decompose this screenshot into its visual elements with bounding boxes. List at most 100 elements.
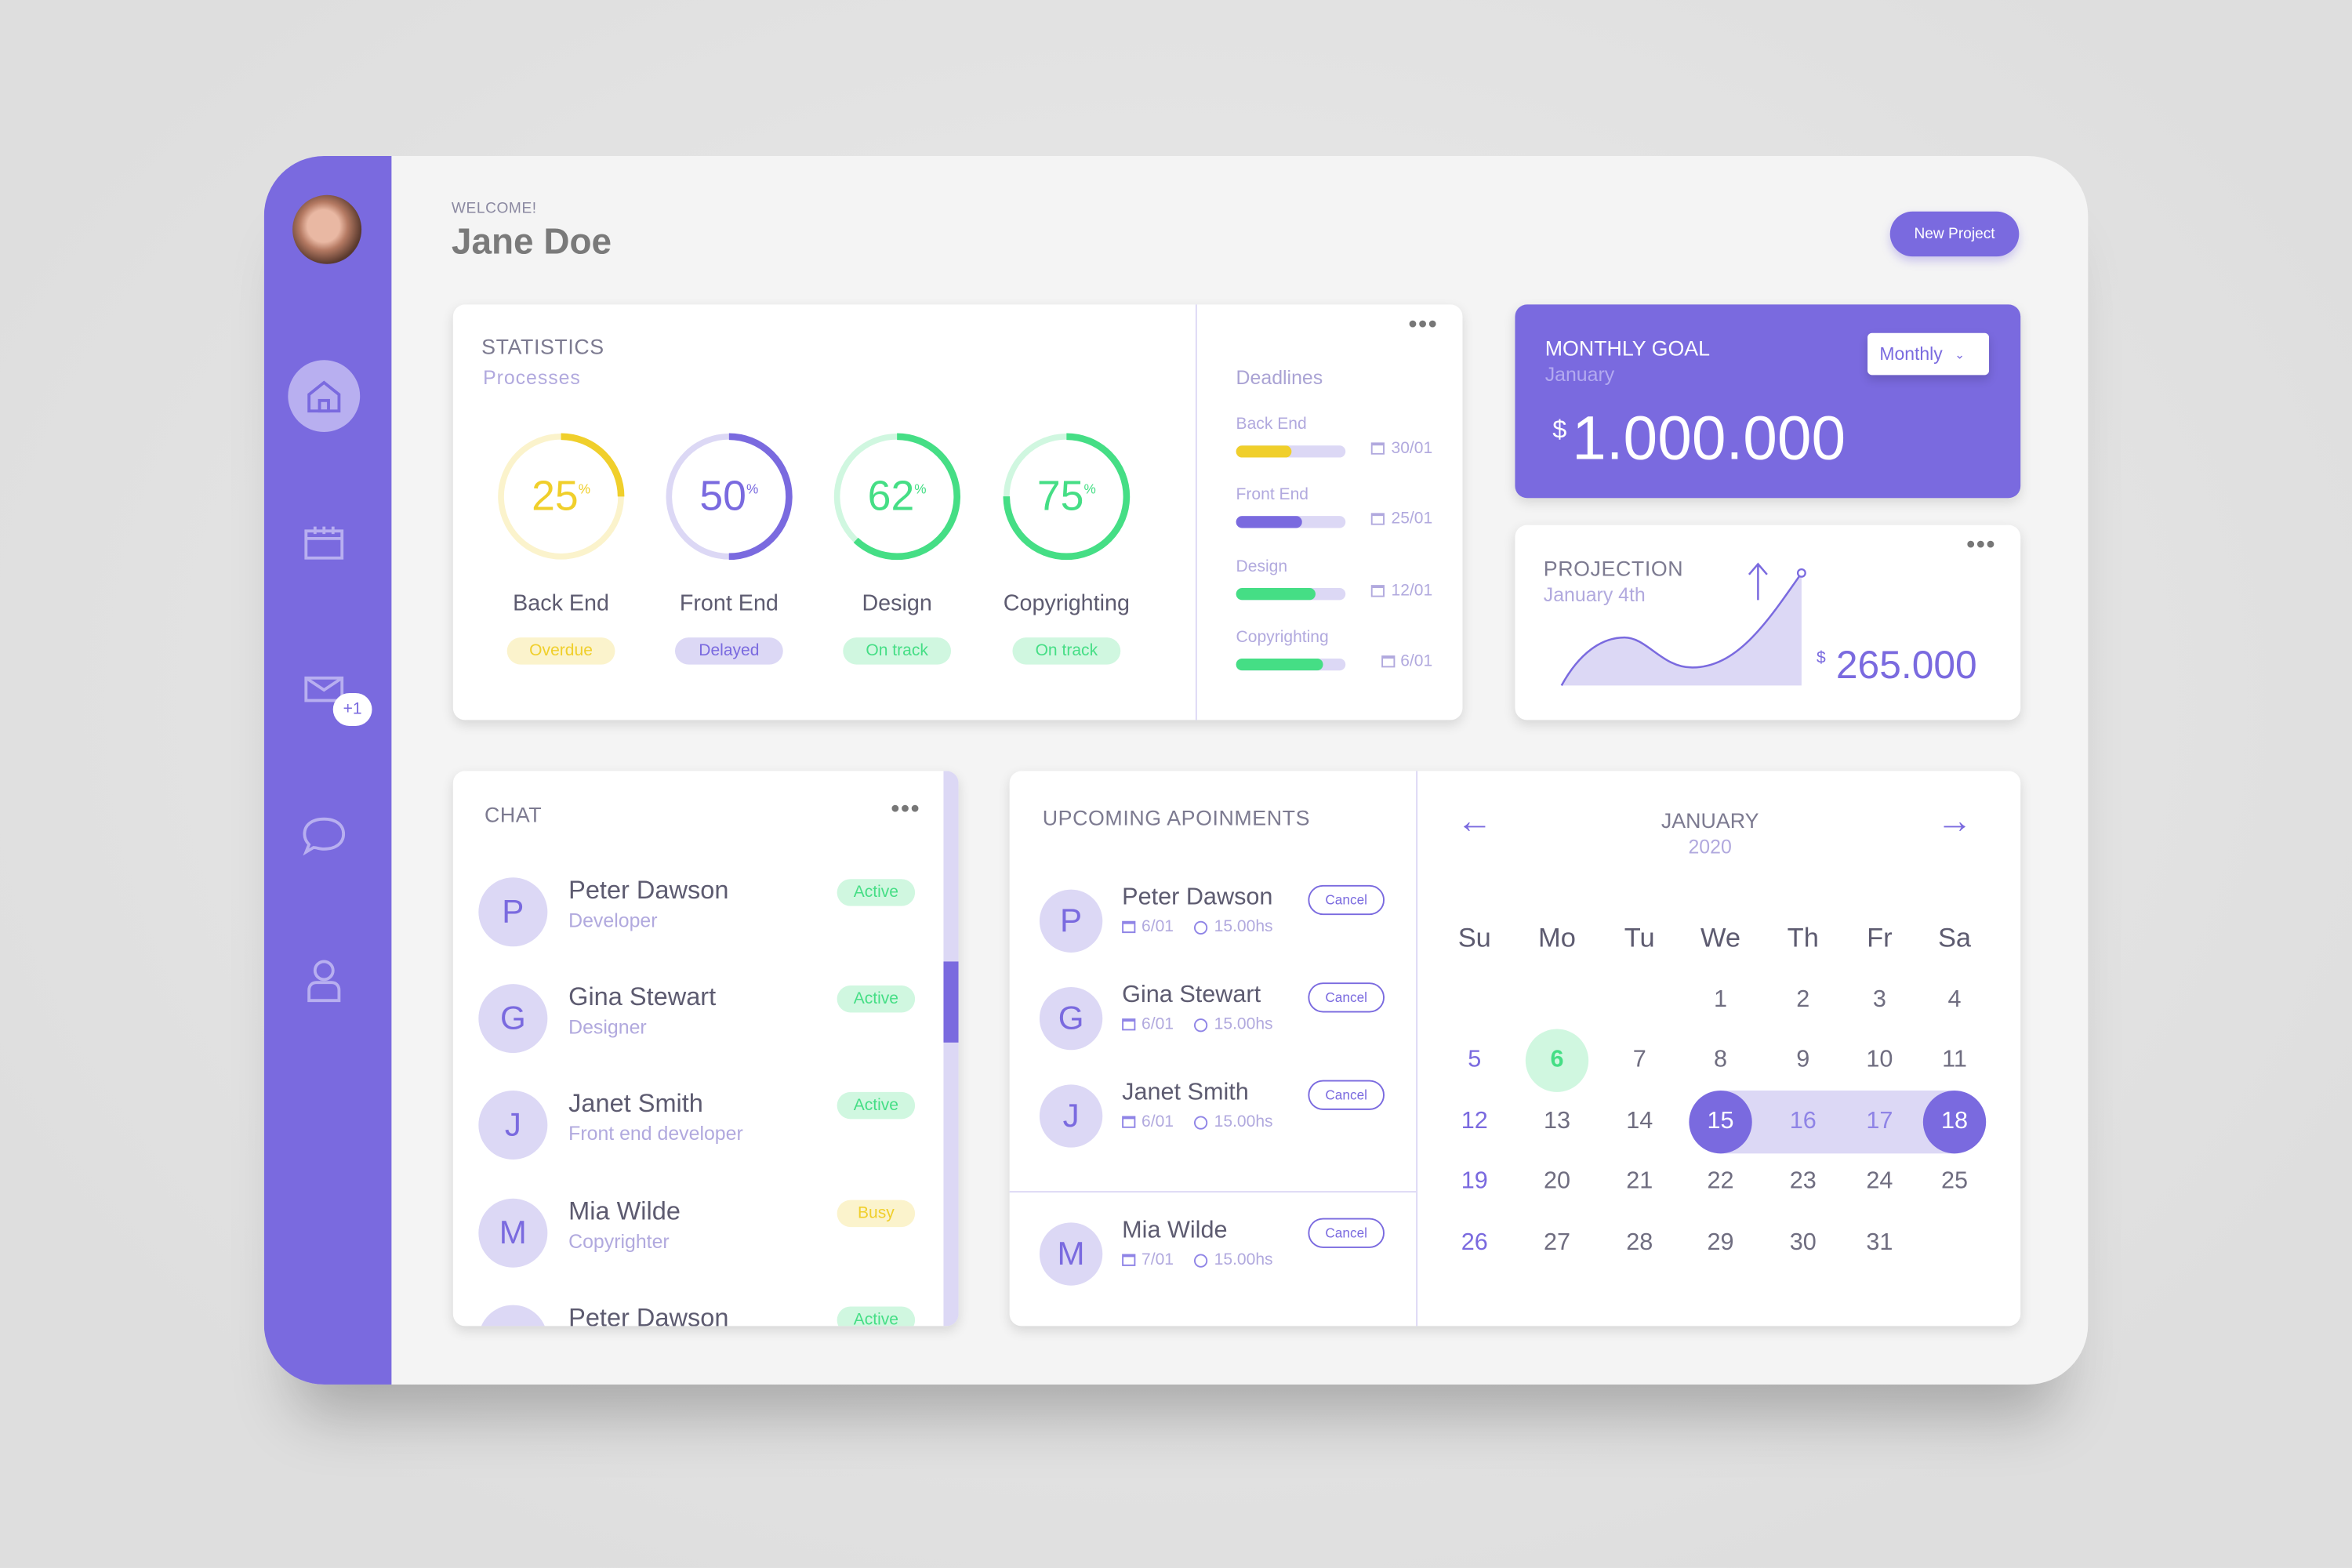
calendar-icon <box>1381 655 1395 668</box>
calendar-day[interactable]: 1 <box>1714 986 1728 1013</box>
chat-list-item[interactable]: P Peter Dawson Active <box>453 1294 933 1327</box>
weekday-header: Su <box>1457 922 1491 953</box>
appointment-meta: 6/01 15.00hs <box>1122 1015 1273 1034</box>
appointment-time: 15.00hs <box>1214 1112 1273 1131</box>
calendar-day[interactable]: 18 <box>1922 1090 1987 1154</box>
deadline-progress-bar <box>1236 445 1346 458</box>
calendar-day[interactable]: 16 <box>1789 1108 1817 1134</box>
calendar-day[interactable]: 9 <box>1796 1047 1810 1073</box>
weekday-header: Fr <box>1867 922 1893 953</box>
sidebar-item-home[interactable] <box>288 360 361 433</box>
contact-avatar: P <box>478 877 548 947</box>
calendar-day[interactable]: 7 <box>1632 1047 1646 1073</box>
new-project-button[interactable]: New Project <box>1889 211 2020 257</box>
statistics-title: STATISTICS <box>481 334 604 359</box>
deadline-progress-bar <box>1236 516 1346 528</box>
calendar-day[interactable]: 29 <box>1707 1229 1734 1256</box>
status-badge: Overdue <box>506 637 615 665</box>
calendar-icon <box>304 526 344 560</box>
contact-avatar: M <box>478 1198 548 1268</box>
appointment-avatar: J <box>1039 1084 1103 1148</box>
calendar-day[interactable]: 31 <box>1866 1229 1893 1256</box>
deadline-date-text: 30/01 <box>1391 439 1433 458</box>
statistics-card: STATISTICS Processes 25% Back End Overdue 5… <box>452 304 1463 720</box>
cancel-button[interactable]: Cancel <box>1308 1080 1385 1110</box>
user-icon <box>307 960 341 1003</box>
chat-list-item[interactable]: G Gina Stewart Designer Active <box>453 974 933 1064</box>
calendar-day[interactable]: 27 <box>1543 1229 1571 1256</box>
calendar-day[interactable]: 20 <box>1543 1168 1571 1194</box>
ring-progress <box>666 433 793 561</box>
appointment-item: G Gina Stewart 6/01 15.00hs Cancel <box>1010 979 1417 1063</box>
user-name: Jane Doe <box>451 222 612 263</box>
projection-line <box>1560 572 1802 686</box>
calendar-day[interactable]: 19 <box>1461 1168 1488 1194</box>
chat-list-item[interactable]: M Mia Wilde Copyrighter Busy <box>453 1188 933 1278</box>
calendar-day[interactable]: 28 <box>1626 1229 1653 1256</box>
calendar-day[interactable]: 22 <box>1707 1168 1734 1194</box>
calendar-day[interactable]: 30 <box>1789 1229 1817 1256</box>
ring-percent: 50% <box>666 473 793 521</box>
calendar-day[interactable]: 10 <box>1866 1047 1893 1073</box>
appointment-date: 6/01 <box>1142 1015 1174 1034</box>
appointment-avatar: G <box>1039 986 1103 1051</box>
appointment-name: Gina Stewart <box>1122 982 1261 1008</box>
period-dropdown[interactable]: Monthly ⌄ <box>1867 332 1990 376</box>
mail-badge: +1 <box>332 692 372 727</box>
calendar-day[interactable]: 23 <box>1789 1168 1817 1194</box>
contact-name: Peter Dawson <box>568 876 729 905</box>
ring-percent: 62% <box>834 473 960 521</box>
calendar-day[interactable]: 21 <box>1626 1168 1653 1194</box>
cancel-button[interactable]: Cancel <box>1308 982 1385 1013</box>
more-options-icon[interactable]: ••• <box>1408 311 1439 338</box>
calendar-day[interactable]: 12 <box>1461 1108 1488 1134</box>
next-month-arrow-icon[interactable]: → <box>1936 800 1973 842</box>
calendar-day[interactable]: 13 <box>1543 1108 1571 1134</box>
sidebar-item-mail[interactable]: +1 <box>288 654 372 727</box>
calendar-day[interactable]: 4 <box>1947 986 1962 1013</box>
appointment-time: 15.00hs <box>1214 1250 1273 1269</box>
deadline-date-text: 12/01 <box>1391 582 1433 601</box>
sidebar-item-calendar[interactable] <box>288 507 360 579</box>
chat-list-item[interactable]: P Peter Dawson Developer Active <box>453 867 933 957</box>
calendar-day[interactable]: 5 <box>1468 1047 1482 1073</box>
more-options-icon[interactable]: ••• <box>1966 532 1997 558</box>
progress-ring <box>662 429 797 564</box>
appointment-time: 15.00hs <box>1214 1015 1273 1034</box>
chat-scrollbar-thumb[interactable] <box>943 961 959 1043</box>
previous-month-arrow-icon[interactable]: ← <box>1456 800 1493 842</box>
sidebar-item-profile[interactable] <box>288 945 360 1017</box>
calendar-day[interactable]: 11 <box>1942 1047 1967 1073</box>
cancel-button[interactable]: Cancel <box>1308 1218 1385 1248</box>
cancel-button[interactable]: Cancel <box>1308 884 1385 916</box>
calendar-day[interactable]: 2 <box>1796 986 1810 1013</box>
statistics-subtitle: Processes <box>483 365 581 389</box>
calendar-day[interactable]: 3 <box>1872 986 1886 1013</box>
deadline-label: Front End <box>1236 485 1308 504</box>
monthly-goal-card: MONTHLY GOAL January Monthly ⌄ $ 1.000.0… <box>1515 304 2021 499</box>
app-window: +1 WELCOME! Jane Doe New Project STATIST… <box>263 155 2089 1385</box>
more-options-icon[interactable]: ••• <box>891 796 921 822</box>
calendar-day[interactable]: 25 <box>1940 1168 1969 1194</box>
calendar-day[interactable]: 17 <box>1866 1108 1893 1134</box>
avatar[interactable] <box>292 194 362 264</box>
contact-role: Copyrighter <box>568 1229 670 1253</box>
contact-avatar: J <box>478 1090 548 1160</box>
sidebar-item-chat[interactable] <box>288 800 360 872</box>
ring-svg <box>1003 433 1131 561</box>
calendar-day[interactable]: 26 <box>1461 1229 1488 1256</box>
chat-scrollbar-track[interactable] <box>943 771 959 1327</box>
contact-role: Designer <box>568 1015 647 1039</box>
mail-icon <box>304 676 344 702</box>
percent-value: 50 <box>699 472 746 520</box>
calendar-day[interactable]: 24 <box>1866 1168 1893 1194</box>
projection-card: PROJECTION January 4th ••• $ 265.000 <box>1515 524 2021 720</box>
period-dropdown-value: Monthly <box>1879 343 1943 365</box>
calendar-day[interactable]: 14 <box>1626 1108 1653 1134</box>
process-label: Front End <box>679 590 779 617</box>
appointments-divider <box>1009 1191 1417 1193</box>
chat-list-item[interactable]: J Janet Smith Front end developer Active <box>453 1080 933 1171</box>
calendar-day[interactable]: 6 <box>1525 1029 1589 1092</box>
calendar-day[interactable]: 8 <box>1714 1047 1728 1073</box>
calendar-day[interactable]: 15 <box>1689 1090 1752 1154</box>
